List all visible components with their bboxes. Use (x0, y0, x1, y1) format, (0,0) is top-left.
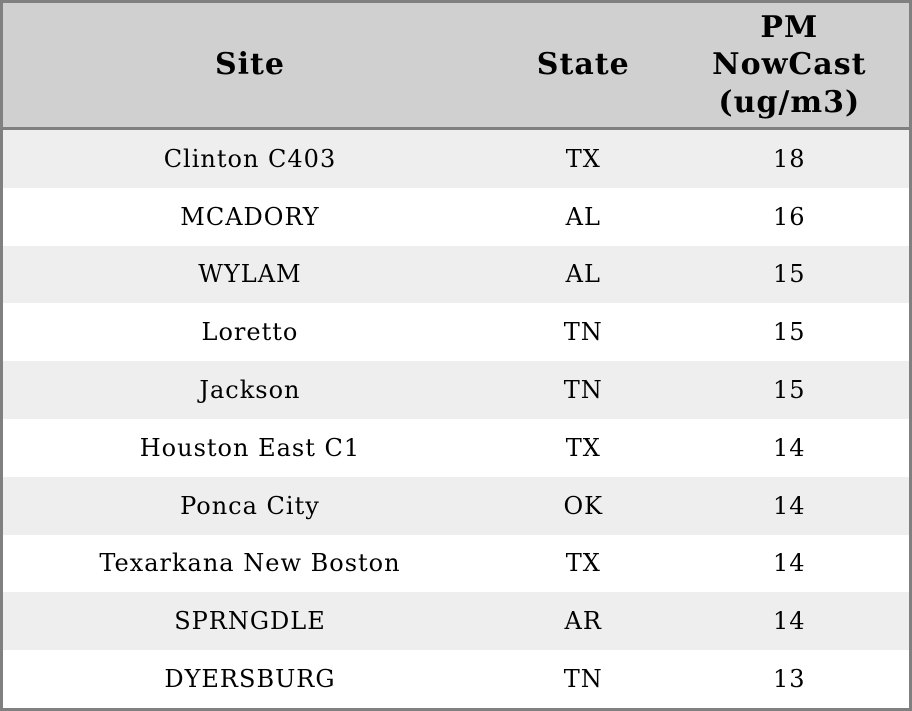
table-row: MCADORY AL 16 (1, 187, 911, 246)
site-cell: Texarkana New Boston (99, 549, 401, 578)
table-row: Jackson TN 15 (1, 361, 911, 419)
pm-value-cell: 16 (773, 202, 806, 231)
site-cell: Clinton C403 (163, 144, 337, 173)
site-cell: Jackson (199, 376, 301, 405)
state-cell: AL (565, 202, 601, 231)
pm-value-cell: 15 (773, 376, 806, 405)
state-cell: AL (565, 260, 601, 289)
state-cell: TN (563, 318, 603, 347)
state-cell: TX (565, 549, 601, 578)
table-row: Texarkana New Boston TX 14 (1, 534, 911, 593)
header-pm-nowcast: PM NowCast (ug/m3) (669, 1, 911, 130)
table-row: SPRNGDLE AR 14 (1, 592, 911, 651)
table-row: Ponca City OK 14 (1, 476, 911, 535)
site-cell: MCADORY (180, 202, 320, 231)
state-cell: TX (565, 144, 601, 173)
table-row: Clinton C403 TX 18 (1, 128, 911, 188)
table-row: DYERSBURG TN 13 (1, 650, 911, 710)
pm-value-cell: 15 (773, 318, 806, 347)
state-cell: TN (563, 376, 603, 405)
site-cell: WYLAM (198, 260, 302, 289)
site-cell: DYERSBURG (164, 665, 336, 694)
table-row: Houston East C1 TX 14 (1, 418, 911, 477)
state-cell: TN (563, 665, 603, 694)
pm-value-cell: 14 (773, 491, 806, 520)
table-row: Loretto TN 15 (1, 303, 911, 362)
pm-value-cell: 15 (773, 260, 806, 289)
site-cell: Ponca City (180, 491, 320, 520)
site-cell: Loretto (201, 318, 299, 347)
site-cell: Houston East C1 (139, 433, 361, 462)
site-cell: SPRNGDLE (174, 607, 326, 636)
pm-value-cell: 13 (773, 665, 806, 694)
state-cell: TX (565, 433, 601, 462)
table-header: Site State PM NowCast (ug/m3) (1, 1, 911, 130)
pm-value-cell: 14 (773, 607, 806, 636)
pm-value-cell: 14 (773, 549, 806, 578)
pm-value-cell: 18 (773, 144, 806, 173)
pm-value-cell: 14 (773, 433, 806, 462)
header-site: Site (1, 1, 497, 130)
state-cell: AR (564, 607, 602, 636)
header-row: Site State PM NowCast (ug/m3) (1, 1, 911, 130)
header-state: State (496, 1, 670, 130)
state-cell: OK (563, 491, 604, 520)
table-row: WYLAM AL 15 (1, 245, 911, 304)
table-body: Clinton C403 TX 18 MCADORY AL 16 WYLAM A… (1, 128, 911, 710)
